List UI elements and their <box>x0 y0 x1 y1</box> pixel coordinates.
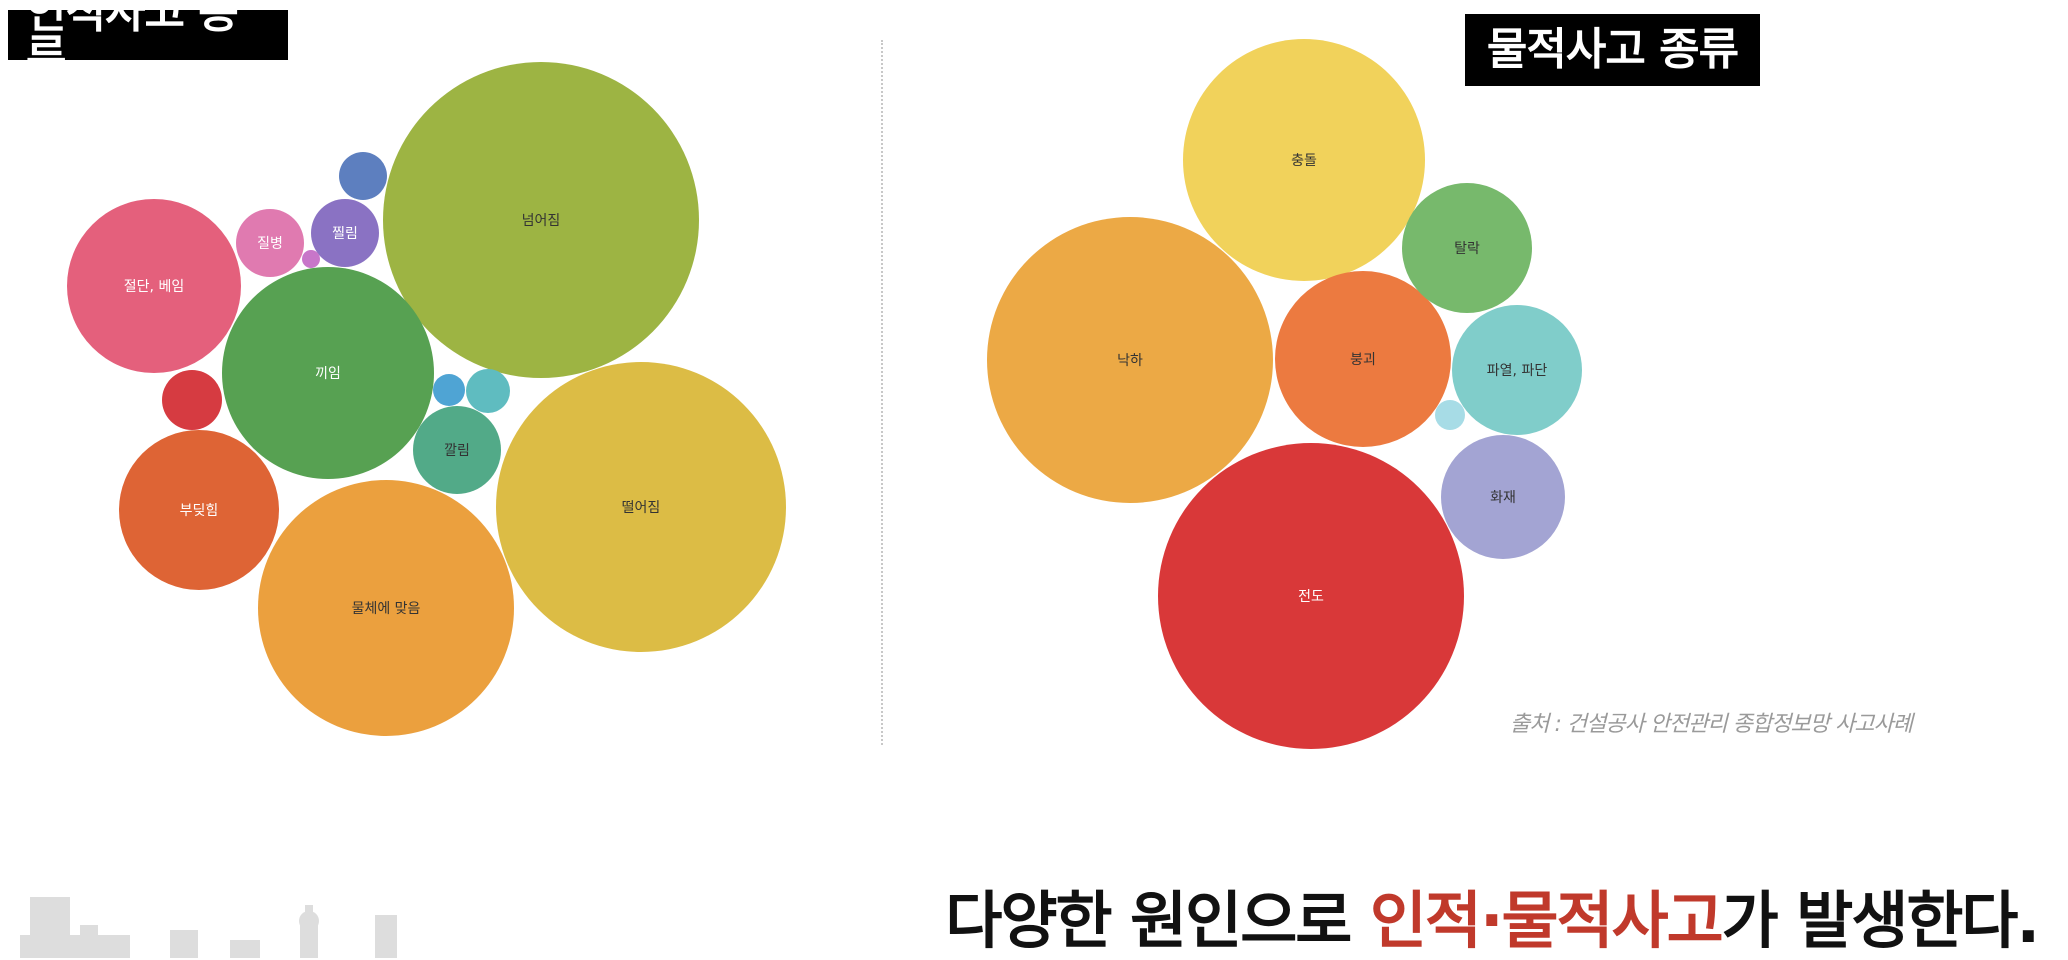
bubble-material-파열-파단 <box>1452 305 1582 435</box>
bubble-material-탈락 <box>1402 183 1532 313</box>
bubble-human-깔림 <box>413 406 501 494</box>
city-skyline-logo <box>20 897 397 958</box>
bubble-human-unlabeled-12 <box>433 374 465 406</box>
bubble-material-낙하 <box>987 217 1273 503</box>
bubble-label-물체에-맞음: 물체에 맞음 <box>352 601 421 617</box>
bubble-human-절단-베임 <box>67 199 241 373</box>
bubble-label-전도: 전도 <box>1298 589 1324 605</box>
bubble-label-낙하: 낙하 <box>1117 353 1143 369</box>
bubble-label-붕괴: 붕괴 <box>1350 352 1376 368</box>
chart-divider <box>881 40 883 745</box>
bubble-label-절단-베임: 절단, 베임 <box>124 279 184 295</box>
bubble-human-떨어짐 <box>496 362 786 652</box>
bubble-human-부딪힘 <box>119 430 279 590</box>
bubble-label-끼임: 끼임 <box>315 366 341 382</box>
bubble-label-화재: 화재 <box>1490 490 1516 506</box>
source-note: 출처 : 건설공사 안전관리 종합정보망 사고사례 <box>1510 712 1913 737</box>
bubble-human-끼임 <box>222 267 434 479</box>
bubble-label-깔림: 깔림 <box>444 443 470 459</box>
bubble-label-질병: 질병 <box>257 236 283 252</box>
bubble-human-unlabeled-10 <box>339 152 387 200</box>
bubble-label-넘어짐: 넘어짐 <box>522 213 561 229</box>
bubble-human-질병 <box>236 209 304 277</box>
bubble-material-충돌 <box>1183 39 1425 281</box>
bubble-human-unlabeled-11 <box>466 369 510 413</box>
bubble-material-화재 <box>1441 435 1565 559</box>
bubble-label-찔림: 찔림 <box>332 226 358 242</box>
bubble-material-붕괴 <box>1275 271 1451 447</box>
headline-highlight: 인적·물적사고 <box>1369 884 1724 957</box>
right-chart-title: 물적사고 종류 <box>1465 14 1760 86</box>
headline-part2: 가 발생한다. <box>1721 884 2040 957</box>
bubble-material-전도 <box>1158 443 1464 749</box>
headline: 다양한 원인으로 인적·물적사고가 발생한다. <box>945 870 2040 960</box>
bubble-label-떨어짐: 떨어짐 <box>622 500 661 516</box>
bubble-human-unlabeled-13 <box>302 250 320 268</box>
bubble-label-탈락: 탈락 <box>1454 241 1480 257</box>
headline-part1: 다양한 원인으로 <box>945 884 1370 957</box>
bubble-label-파열-파단: 파열, 파단 <box>1487 363 1548 379</box>
bubble-label-충돌: 충돌 <box>1291 153 1317 169</box>
bubble-human-unlabeled-9 <box>162 370 222 430</box>
bubble-human-찔림 <box>311 199 379 267</box>
bubble-human-물체에-맞음 <box>258 480 514 736</box>
bubble-label-부딪힘: 부딪힘 <box>180 503 219 519</box>
bubble-material-unlabeled-7 <box>1435 400 1465 430</box>
bubble-human-넘어짐 <box>383 62 699 378</box>
